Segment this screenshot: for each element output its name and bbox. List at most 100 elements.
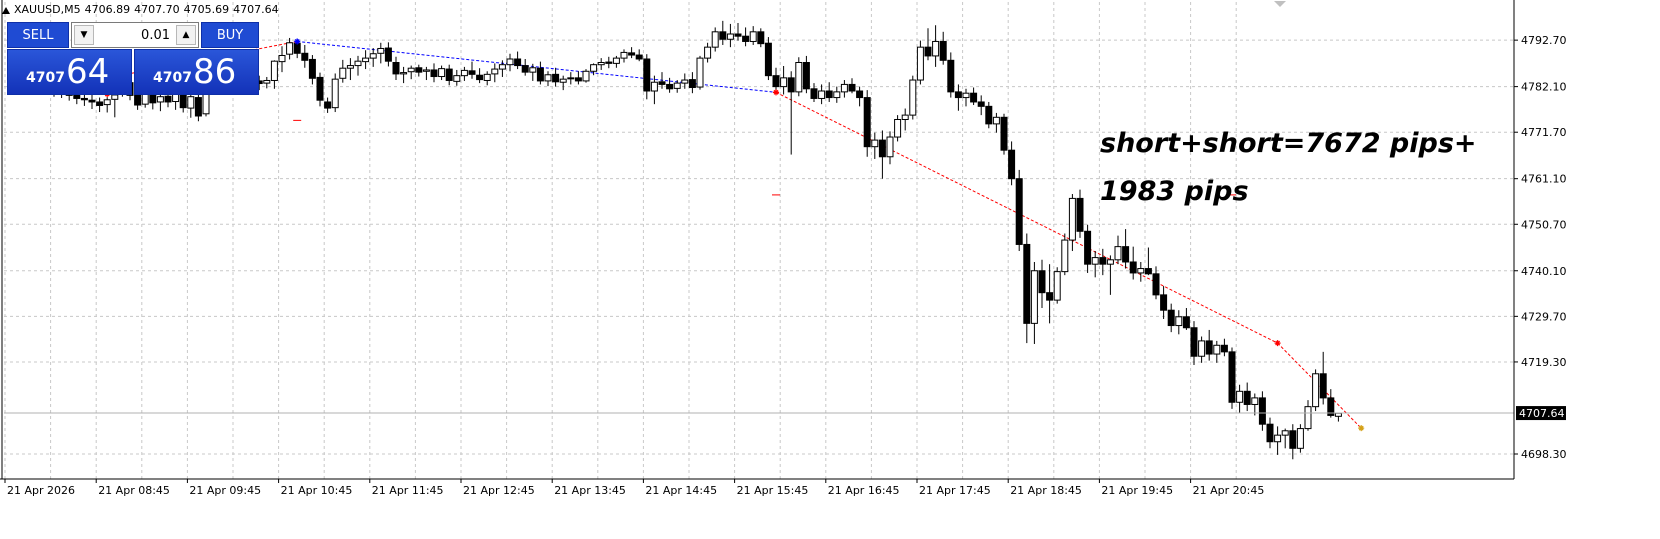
candle — [1038, 259, 1046, 309]
candle — [856, 86, 864, 107]
candle — [483, 71, 491, 86]
candle — [1190, 321, 1198, 366]
candle-body-bull — [1334, 412, 1342, 417]
candle-body-bull — [932, 40, 940, 57]
candle — [901, 108, 909, 131]
candle — [947, 52, 955, 98]
candle — [643, 54, 651, 100]
candle-body-bear — [134, 94, 142, 106]
candle — [909, 75, 917, 120]
candle-body-bear — [415, 67, 423, 73]
candle — [362, 50, 370, 70]
scroll-indicator-icon — [1274, 1, 1286, 7]
buy-price-button[interactable]: 4707 86 — [134, 49, 259, 95]
candle — [962, 88, 970, 107]
candle — [88, 94, 96, 109]
candle — [605, 56, 613, 69]
x-tick-label: 21 Apr 20:45 — [1193, 484, 1265, 497]
candle-body-bull — [453, 75, 461, 82]
candle-body-bear — [384, 47, 392, 62]
candle-body-bull — [1296, 428, 1304, 449]
candle-body-bull — [673, 82, 681, 89]
symbol-label: XAUUSD,M5 — [14, 3, 81, 16]
candle-body-bull — [483, 73, 491, 81]
candle — [316, 72, 324, 107]
candle-body-bear — [88, 99, 96, 103]
candle-body-bear — [1084, 230, 1092, 265]
candle — [270, 60, 278, 89]
candle-body-bull — [422, 69, 430, 72]
candle — [1084, 224, 1092, 273]
candle — [529, 63, 537, 81]
candle — [871, 132, 879, 159]
candle — [1030, 261, 1038, 344]
x-tick-label: 21 Apr 19:45 — [1101, 484, 1173, 497]
candle — [658, 72, 666, 89]
candle-body-bull — [711, 31, 719, 48]
x-tick-label: 21 Apr 11:45 — [372, 484, 444, 497]
candle-body-bull — [498, 64, 506, 70]
candle-body-bull — [650, 81, 658, 92]
candle-body-bull — [704, 46, 712, 59]
candle-body-bull — [886, 136, 894, 158]
candle-body-bear — [947, 59, 955, 93]
y-tick-label: 4782.10 — [1521, 81, 1567, 94]
candle — [582, 69, 590, 83]
candle-body-bear — [1076, 197, 1084, 232]
x-tick-label: 21 Apr 15:45 — [737, 484, 809, 497]
candle-body-bull — [286, 42, 294, 55]
candle-body-bull — [559, 78, 567, 83]
candle — [438, 65, 446, 81]
candle-body-bull — [597, 62, 605, 66]
candle-body-bull — [1061, 239, 1069, 273]
candle-body-bull — [1312, 373, 1320, 408]
axes-layer: 4792.70 4782.10 4771.70 4761.10 4750.70 4740.… — [0, 0, 1567, 497]
candle-body-bull — [339, 67, 347, 79]
lot-increase-icon[interactable]: ▲ — [176, 25, 196, 45]
candle-body-bull — [263, 79, 271, 84]
candle — [1023, 233, 1031, 344]
candle-body-bull — [612, 57, 620, 64]
candle-body-bull — [901, 114, 909, 120]
candle — [1144, 247, 1152, 276]
candle-body-bull — [567, 77, 575, 80]
buy-button[interactable]: BUY — [201, 22, 259, 48]
x-tick-label: 21 Apr 2026 — [7, 484, 75, 497]
candle — [392, 56, 400, 81]
sell-price-main: 4707 — [26, 70, 65, 86]
chart-annotation: short+short=7672 pips+ 1983 pips — [1100, 120, 1477, 216]
candle — [301, 44, 309, 68]
candle — [726, 23, 734, 48]
ohlc-close: 4707.64 — [233, 3, 279, 16]
candle-body-bear — [1182, 316, 1190, 329]
candle-body-bear — [688, 79, 696, 88]
candle — [840, 80, 848, 98]
trade-marker — [294, 38, 301, 45]
candle — [468, 61, 476, 79]
candle — [324, 97, 332, 113]
candle-body-bull — [962, 92, 970, 99]
lot-decrease-icon[interactable]: ▼ — [74, 25, 94, 45]
annotation-line-2: 1983 pips — [1100, 176, 1249, 207]
candle-body-bear — [445, 68, 453, 81]
candle — [628, 47, 636, 59]
candle-body-bull — [331, 78, 339, 109]
candle-body-bear — [1289, 430, 1297, 449]
candle — [1008, 141, 1016, 186]
sell-button[interactable]: SELL — [7, 22, 69, 48]
lot-size-input[interactable] — [97, 25, 173, 45]
sell-price-button[interactable]: 4707 64 — [7, 49, 132, 95]
candle-body-bull — [696, 57, 704, 88]
candle-body-bear — [308, 58, 316, 79]
candle — [1099, 248, 1107, 276]
candle-body-bull — [506, 58, 514, 66]
candle — [954, 84, 962, 111]
candle — [1167, 303, 1175, 333]
candle — [1319, 351, 1327, 405]
current-price-box — [1516, 406, 1566, 421]
candle — [711, 27, 719, 52]
candle-body-bear — [1129, 261, 1137, 274]
x-tick-label: 21 Apr 10:45 — [281, 484, 353, 497]
